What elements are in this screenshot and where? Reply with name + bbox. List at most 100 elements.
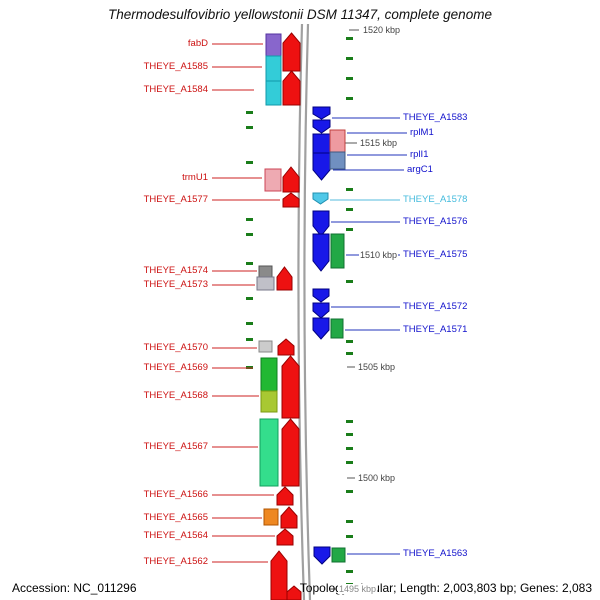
small-feature-tick [246,218,253,221]
gene-feature-THEYE_A1563[interactable] [313,546,331,565]
gene-feature-THEYE_A1562[interactable] [270,550,288,600]
gene-feature-THEYE_A1585[interactable] [265,55,282,82]
small-feature-tick [246,126,253,129]
small-feature-tick [346,340,353,343]
gene-feature-trmU1[interactable] [264,168,282,192]
gene-feature[interactable] [330,233,345,269]
small-feature-tick [346,433,353,436]
gene-feature-argC1[interactable] [312,152,331,181]
gene-feature[interactable] [330,318,344,339]
gene-label-right[interactable]: THEYE_A1563 [403,548,468,559]
small-feature-tick [346,208,353,211]
gene-label-left[interactable]: THEYE_A1570 [143,342,208,353]
gene-label-right[interactable]: THEYE_A1583 [403,112,468,123]
gene-feature-THEYE_A1575[interactable] [312,233,330,272]
ruler-tick-label: 1495 kbp [338,584,378,594]
gene-feature-THEYE_A1572[interactable] [312,302,330,319]
genome-axis-line [297,23,306,600]
small-feature-tick [346,280,353,283]
gene-label-left[interactable]: THEYE_A1573 [143,279,208,290]
gene-feature[interactable] [331,547,346,563]
small-feature-tick [346,77,353,80]
ruler-tick-label: 1515 kbp [359,138,399,148]
genome-axis-line [303,23,312,600]
gene-feature-THEYE_A1574[interactable] [258,265,273,278]
gene-feature-THEYE_A1568[interactable] [260,390,278,413]
gene-feature-THEYE_A1571[interactable] [312,317,330,340]
gene-label-left[interactable]: THEYE_A1567 [143,441,208,452]
ruler-tick-label: 1520 kbp [362,25,402,35]
gene-feature-THEYE_A1573[interactable] [256,276,275,291]
gene-label-left[interactable]: THEYE_A1569 [143,362,208,373]
gene-label-left[interactable]: fabD [187,38,208,49]
gene-feature[interactable] [286,585,302,600]
footer-accession: Accession: NC_011296 [12,581,137,595]
gene-label-right[interactable]: THEYE_A1576 [403,216,468,227]
gene-feature[interactable] [280,506,298,529]
gene-feature[interactable] [312,119,331,134]
small-feature-tick [246,338,253,341]
gene-label-left[interactable]: THEYE_A1564 [143,530,208,541]
gene-label-left[interactable]: THEYE_A1585 [143,61,208,72]
small-feature-tick [246,322,253,325]
gene-feature-THEYE_A1583[interactable] [312,106,331,120]
gene-label-right[interactable]: THEYE_A1571 [403,324,468,335]
gene-feature-THEYE_A1570[interactable] [258,340,273,353]
gene-feature[interactable] [312,133,331,154]
gene-label-left[interactable]: THEYE_A1568 [143,390,208,401]
gene-feature[interactable] [277,338,295,356]
gene-label-right[interactable]: argC1 [407,164,433,175]
small-feature-tick [246,262,253,265]
gene-feature[interactable] [281,355,300,419]
gene-feature-THEYE_A1566[interactable] [276,486,294,506]
gene-label-right[interactable]: THEYE_A1572 [403,301,468,312]
gene-label-left[interactable]: THEYE_A1565 [143,512,208,523]
gene-feature[interactable] [281,418,300,487]
small-feature-tick [346,490,353,493]
ruler-tick-label: 1510 kbp [359,250,399,260]
small-feature-tick [246,111,253,114]
ruler-tick-label: 1500 kbp [357,473,397,483]
gene-label-right[interactable]: rplM1 [410,127,434,138]
gene-label-left[interactable]: THEYE_A1562 [143,556,208,567]
small-feature-tick [346,461,353,464]
gene-label-right[interactable]: rplI1 [410,149,429,160]
small-feature-tick [246,161,253,164]
small-feature-tick [346,420,353,423]
gene-feature-THEYE_A1578[interactable] [312,192,329,205]
small-feature-tick [346,520,353,523]
gene-feature[interactable] [282,32,301,72]
small-feature-tick [346,228,353,231]
page-title: Thermodesulfovibrio yellowstonii DSM 113… [108,7,492,22]
gene-feature-THEYE_A1576[interactable] [312,210,330,237]
gene-feature[interactable] [282,166,300,193]
gene-feature[interactable] [276,266,293,291]
small-feature-tick [246,297,253,300]
gene-label-left[interactable]: THEYE_A1566 [143,489,208,500]
small-feature-tick [346,97,353,100]
small-feature-tick [246,233,253,236]
gene-feature-THEYE_A1567[interactable] [259,418,279,487]
small-feature-tick [346,535,353,538]
gene-feature-rplI1[interactable] [329,151,346,170]
gene-label-left[interactable]: THEYE_A1574 [143,265,208,276]
gene-label-right[interactable]: THEYE_A1575 [403,249,468,260]
gene-feature-THEYE_A1564[interactable] [276,528,294,546]
gene-feature-THEYE_A1569[interactable] [260,357,278,392]
gene-feature[interactable] [282,70,301,106]
gene-feature-THEYE_A1584[interactable] [265,80,282,106]
gene-feature-THEYE_A1577[interactable] [282,192,300,208]
small-feature-tick [346,188,353,191]
gene-label-left[interactable]: THEYE_A1577 [143,194,208,205]
gene-feature-fabD[interactable] [265,33,282,57]
small-feature-tick [346,447,353,450]
gene-feature-rplM1[interactable] [329,129,346,153]
ruler-tick-label: 1505 kbp [357,362,397,372]
gene-feature-THEYE_A1565[interactable] [263,508,279,526]
gene-label-left[interactable]: THEYE_A1584 [143,84,208,95]
gene-feature[interactable] [312,288,330,303]
gene-label-left[interactable]: trmU1 [182,172,208,183]
gene-label-right[interactable]: THEYE_A1578 [403,194,468,205]
